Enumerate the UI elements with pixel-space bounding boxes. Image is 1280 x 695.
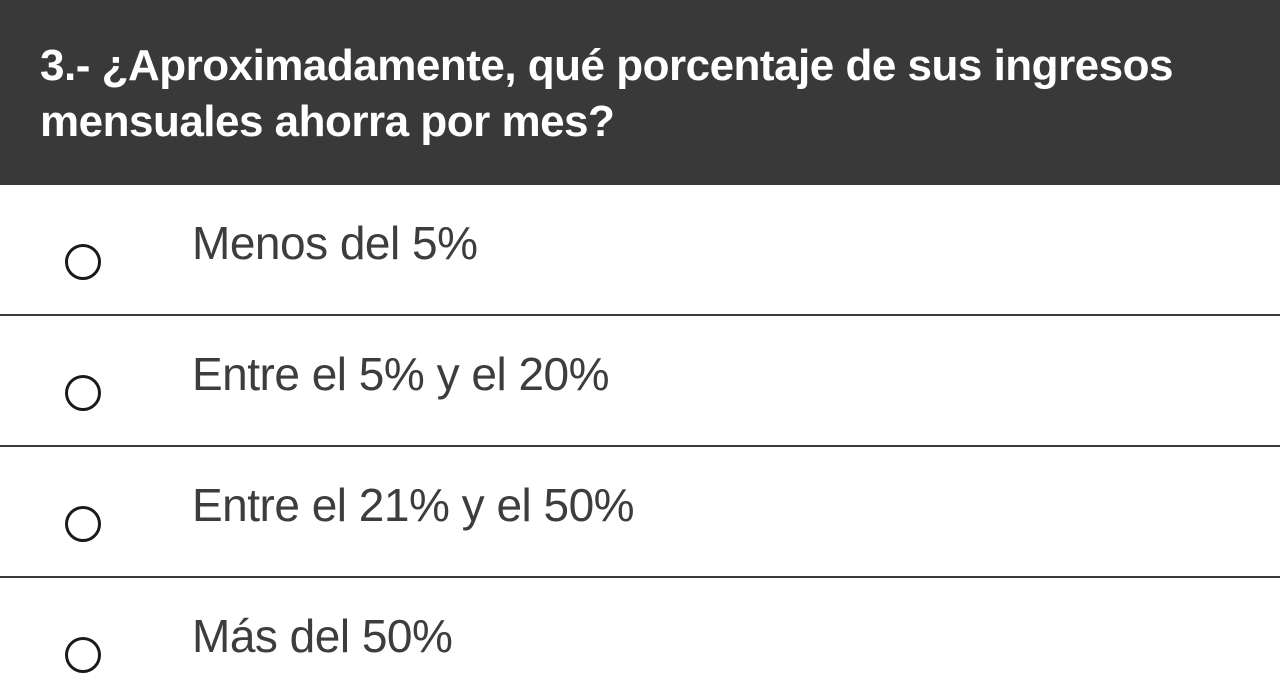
radio-button-icon[interactable] bbox=[65, 375, 101, 411]
radio-button-icon[interactable] bbox=[65, 506, 101, 542]
answer-option[interactable]: Entre el 21% y el 50% bbox=[0, 447, 1280, 578]
answer-option[interactable]: Menos del 5% bbox=[0, 185, 1280, 316]
answer-option-label: Entre el 21% y el 50% bbox=[192, 479, 635, 531]
answer-options-list: Menos del 5% Entre el 5% y el 20% Entre … bbox=[0, 185, 1280, 695]
question-title: 3.- ¿Aproximadamente, qué porcentaje de … bbox=[40, 41, 1173, 146]
answer-option-label: Menos del 5% bbox=[192, 217, 478, 269]
question-header: 3.- ¿Aproximadamente, qué porcentaje de … bbox=[0, 0, 1280, 185]
answer-option[interactable]: Más del 50% bbox=[0, 578, 1280, 695]
answer-option-label: Más del 50% bbox=[192, 610, 453, 662]
radio-button-icon[interactable] bbox=[65, 244, 101, 280]
answer-option-label: Entre el 5% y el 20% bbox=[192, 348, 610, 400]
radio-button-icon[interactable] bbox=[65, 637, 101, 673]
answer-option[interactable]: Entre el 5% y el 20% bbox=[0, 316, 1280, 447]
